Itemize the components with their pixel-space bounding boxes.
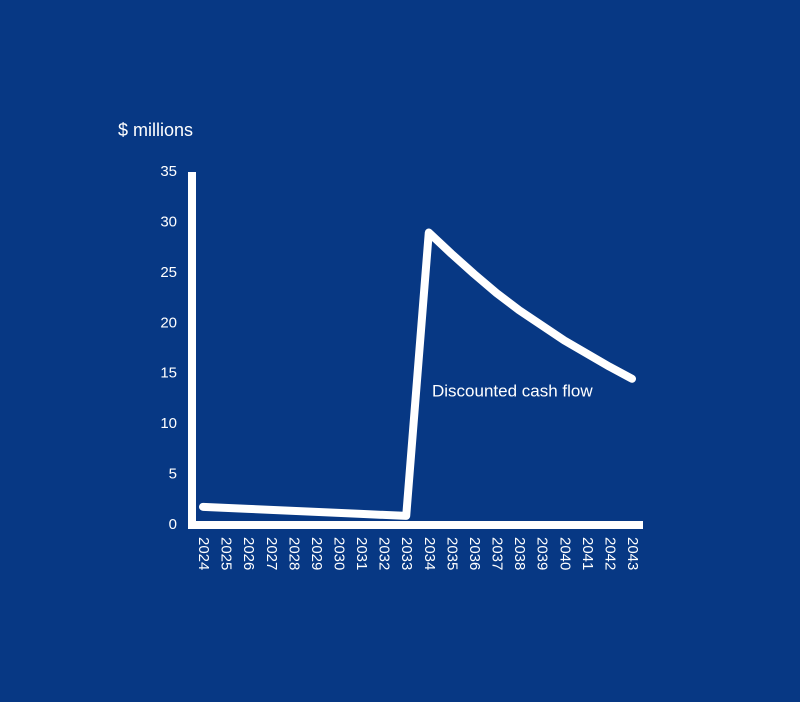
y-tick-label: 10 bbox=[160, 415, 177, 432]
series-label: Discounted cash flow bbox=[432, 381, 593, 400]
x-tick-label: 2042 bbox=[601, 537, 618, 570]
x-tick-label: 2036 bbox=[466, 537, 483, 570]
x-tick-label: 2026 bbox=[240, 537, 257, 570]
y-tick-label: 0 bbox=[169, 516, 177, 533]
y-tick-label: 25 bbox=[160, 264, 177, 281]
x-tick-label: 2040 bbox=[556, 537, 573, 570]
x-tick-label: 2031 bbox=[353, 537, 370, 570]
x-tick-label: 2041 bbox=[579, 537, 596, 570]
x-tick-label: 2028 bbox=[285, 537, 302, 570]
x-tick-label: 2027 bbox=[263, 537, 280, 570]
y-tick-label: 20 bbox=[160, 314, 177, 331]
x-tick-label: 2024 bbox=[195, 537, 212, 570]
y-tick-label: 35 bbox=[160, 163, 177, 180]
y-tick-label: 30 bbox=[160, 213, 177, 230]
x-tick-label: 2034 bbox=[421, 537, 438, 570]
y-tick-label: 15 bbox=[160, 365, 177, 382]
x-tick-label: 2025 bbox=[218, 537, 235, 570]
x-tick-label: 2032 bbox=[376, 537, 393, 570]
line-series bbox=[199, 228, 636, 520]
x-tick-label: 2043 bbox=[624, 537, 641, 570]
x-tick-label: 2039 bbox=[534, 537, 551, 570]
x-tick-label: 2035 bbox=[443, 537, 460, 570]
x-tick-label: 2033 bbox=[398, 537, 415, 570]
x-tick-label: 2038 bbox=[511, 537, 528, 570]
y-tick-label: 5 bbox=[169, 466, 177, 483]
x-tick-label: 2030 bbox=[331, 537, 348, 570]
x-tick-label: 2029 bbox=[308, 537, 325, 570]
y-axis-label: $ millions bbox=[118, 120, 193, 140]
x-tick-label: 2037 bbox=[489, 537, 506, 570]
